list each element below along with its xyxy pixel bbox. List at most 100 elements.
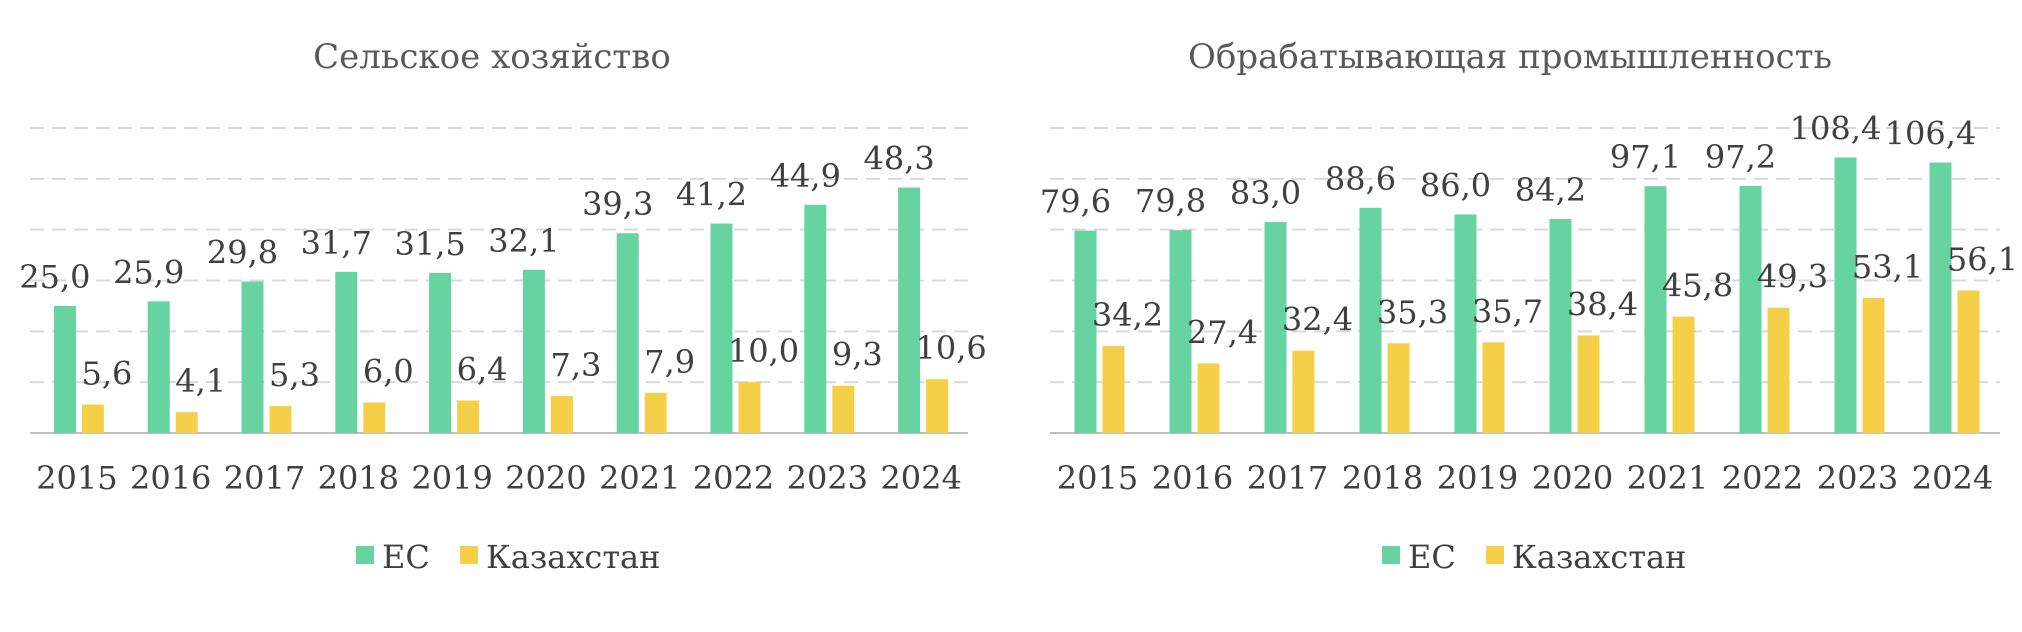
data-label-eu-2021: 39,3 bbox=[582, 185, 653, 223]
legend-label-kz: Казахстан bbox=[486, 538, 660, 576]
bar-kz-2023 bbox=[832, 385, 855, 433]
bar-eu-2024 bbox=[898, 187, 921, 433]
data-label-kz-2023: 53,1 bbox=[1852, 248, 1923, 286]
data-label-kz-2015: 34,2 bbox=[1092, 296, 1163, 334]
bar-eu-2021 bbox=[616, 233, 639, 433]
bar-kz-2015 bbox=[1102, 346, 1125, 433]
data-label-kz-2015: 5,6 bbox=[81, 355, 132, 393]
bar-kz-2024 bbox=[1957, 290, 1980, 433]
data-label-kz-2021: 45,8 bbox=[1662, 267, 1733, 305]
bar-eu-2020 bbox=[1549, 218, 1572, 433]
data-label-kz-2019: 6,4 bbox=[457, 350, 508, 388]
chart-title: Обрабатывающая промышленность bbox=[1188, 37, 1832, 77]
data-label-eu-2019: 31,5 bbox=[394, 225, 465, 263]
data-label-kz-2020: 38,4 bbox=[1567, 285, 1638, 323]
data-label-kz-2024: 10,6 bbox=[915, 329, 986, 367]
bar-eu-2018 bbox=[1359, 207, 1382, 433]
chart-manufacturing-svg: Обрабатывающая промышленность 79,6 34,2 79… bbox=[1040, 37, 2018, 576]
data-label-eu-2017: 29,8 bbox=[207, 234, 278, 272]
data-label-kz-2024: 56,1 bbox=[1947, 240, 2018, 278]
x-tick-label-2018: 2018 bbox=[1342, 459, 1423, 497]
x-tick-label-2018: 2018 bbox=[318, 459, 399, 497]
data-label-eu-2018: 88,6 bbox=[1325, 160, 1396, 198]
bar-eu-2022 bbox=[710, 223, 733, 433]
x-tick-label-2016: 2016 bbox=[1152, 459, 1233, 497]
x-tick-label-2019: 2019 bbox=[411, 459, 492, 497]
legend-label-eu: ЕС bbox=[1408, 538, 1456, 576]
x-tick-label-2020: 2020 bbox=[505, 459, 586, 497]
data-label-kz-2020: 7,3 bbox=[550, 346, 601, 384]
data-label-eu-2021: 97,1 bbox=[1610, 138, 1681, 176]
bar-kz-2022 bbox=[738, 382, 761, 433]
x-tick-label-2015: 2015 bbox=[36, 459, 117, 497]
data-label-eu-2020: 84,2 bbox=[1515, 171, 1586, 209]
data-label-eu-2022: 41,2 bbox=[676, 176, 747, 214]
bar-kz-2020 bbox=[550, 395, 573, 433]
bar-kz-2018 bbox=[1387, 343, 1410, 433]
data-label-eu-2015: 79,6 bbox=[1040, 183, 1111, 221]
bar-kz-2023 bbox=[1862, 298, 1885, 433]
bar-kz-2019 bbox=[1482, 342, 1505, 433]
bar-kz-2017 bbox=[1292, 350, 1315, 433]
data-label-kz-2016: 27,4 bbox=[1187, 313, 1258, 351]
legend-label-kz: Казахстан bbox=[1512, 538, 1686, 576]
bar-eu-2019 bbox=[1454, 214, 1477, 433]
bar-eu-2024 bbox=[1929, 162, 1952, 434]
data-label-eu-2016: 25,9 bbox=[113, 253, 184, 291]
data-label-eu-2024: 106,4 bbox=[1885, 115, 1977, 153]
x-tick-label-2016: 2016 bbox=[130, 459, 211, 497]
data-label-eu-2024: 48,3 bbox=[863, 139, 934, 177]
bar-eu-2019 bbox=[429, 272, 452, 433]
bar-kz-2017 bbox=[269, 406, 292, 433]
data-label-kz-2021: 7,9 bbox=[644, 343, 695, 381]
bar-eu-2021 bbox=[1644, 186, 1667, 433]
data-label-kz-2018: 6,0 bbox=[363, 353, 414, 391]
bar-eu-2016 bbox=[147, 301, 170, 433]
bar-eu-2017 bbox=[241, 281, 264, 433]
bar-kz-2016 bbox=[175, 412, 198, 433]
bar-eu-2015 bbox=[53, 305, 76, 433]
data-label-kz-2016: 4,1 bbox=[175, 362, 226, 400]
data-label-eu-2016: 79,8 bbox=[1135, 182, 1206, 220]
data-label-eu-2019: 86,0 bbox=[1420, 166, 1491, 204]
chart-manufacturing: Обрабатывающая промышленность 79,6 34,2 79… bbox=[1010, 0, 2022, 628]
x-tick-label-2021: 2021 bbox=[1627, 459, 1708, 497]
chart-agriculture-svg: Сельское хозяйство 25,0 5,6 25,9 4,1 29,8 5,3… bbox=[19, 37, 986, 576]
x-tick-label-2015: 2015 bbox=[1057, 459, 1138, 497]
x-tick-label-2019: 2019 bbox=[1437, 459, 1518, 497]
legend-label-eu: ЕС bbox=[382, 538, 430, 576]
x-tick-label-2024: 2024 bbox=[880, 459, 961, 497]
data-label-eu-2023: 108,4 bbox=[1790, 109, 1882, 147]
legend-swatch-kz bbox=[1486, 546, 1504, 564]
bar-kz-2020 bbox=[1577, 335, 1600, 433]
bar-kz-2024 bbox=[926, 379, 949, 433]
x-tick-label-2022: 2022 bbox=[693, 459, 774, 497]
data-label-kz-2022: 49,3 bbox=[1757, 258, 1828, 296]
data-label-eu-2020: 32,1 bbox=[488, 222, 559, 260]
chart-title: Сельское хозяйство bbox=[313, 37, 671, 77]
bar-eu-2023 bbox=[1834, 157, 1857, 433]
data-label-kz-2022: 10,0 bbox=[728, 332, 799, 370]
data-label-eu-2017: 83,0 bbox=[1230, 174, 1301, 212]
data-label-kz-2017: 5,3 bbox=[269, 356, 320, 394]
legend-swatch-kz bbox=[460, 546, 478, 564]
data-label-eu-2022: 97,2 bbox=[1705, 138, 1776, 176]
data-label-kz-2019: 35,7 bbox=[1472, 292, 1543, 330]
bar-kz-2019 bbox=[457, 400, 480, 433]
data-label-eu-2015: 25,0 bbox=[19, 258, 90, 296]
data-label-eu-2018: 31,7 bbox=[301, 224, 372, 262]
x-tick-label-2017: 2017 bbox=[1247, 459, 1328, 497]
x-tick-label-2022: 2022 bbox=[1722, 459, 1803, 497]
bar-eu-2018 bbox=[335, 271, 358, 433]
bar-kz-2015 bbox=[81, 404, 104, 433]
bar-kz-2016 bbox=[1197, 363, 1220, 433]
x-tick-label-2024: 2024 bbox=[1912, 459, 1993, 497]
chart-agriculture: Сельское хозяйство 25,0 5,6 25,9 4,1 29,8 5,3… bbox=[0, 0, 1010, 628]
x-tick-label-2023: 2023 bbox=[1817, 459, 1898, 497]
x-tick-label-2020: 2020 bbox=[1532, 459, 1613, 497]
x-tick-label-2017: 2017 bbox=[224, 459, 305, 497]
data-label-kz-2018: 35,3 bbox=[1377, 293, 1448, 331]
x-tick-label-2021: 2021 bbox=[599, 459, 680, 497]
x-tick-label-2023: 2023 bbox=[787, 459, 868, 497]
bar-eu-2017 bbox=[1264, 222, 1287, 433]
